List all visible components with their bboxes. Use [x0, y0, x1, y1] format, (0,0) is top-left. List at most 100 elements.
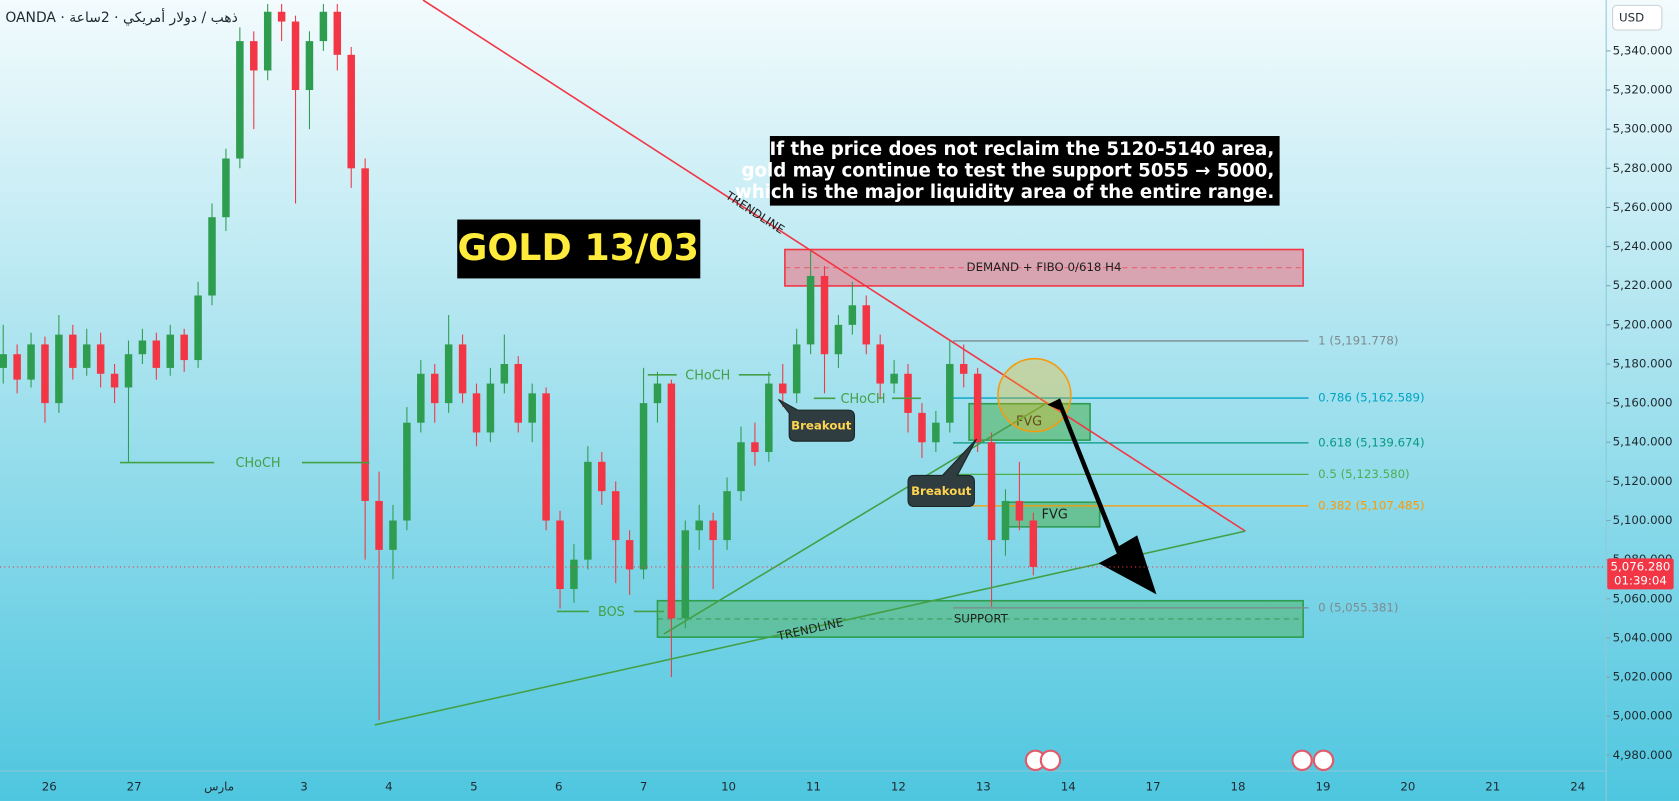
candle-body — [625, 540, 634, 570]
x-tick-label: 19 — [1315, 780, 1330, 794]
choch-label: CHoCH — [236, 456, 281, 471]
drawings-over: TRENDLINE TRENDLINE CHoCH CHoCH CHoCH BO… — [119, 0, 1335, 771]
candle-body — [890, 373, 898, 384]
candle-body — [152, 340, 161, 368]
y-tick-label: 5,020.000 — [1613, 670, 1673, 684]
candle-body — [430, 373, 439, 404]
fib-label: 0.5 (5,123.580) — [1318, 467, 1410, 481]
note-line: which is the major liquidity area of the… — [735, 182, 1274, 203]
y-tick-label: 5,180.000 — [1613, 356, 1673, 370]
candle-body — [27, 344, 35, 380]
y-tick-label: 5,220.000 — [1613, 278, 1673, 292]
candle-body — [472, 393, 481, 433]
y-tick-label: 4,980.000 — [1613, 748, 1673, 762]
support-label: SUPPORT — [954, 611, 1009, 625]
candle-body — [236, 41, 244, 159]
candle-body — [41, 344, 49, 404]
drawings-under: DEMAND + FIBO 0/618 H4 SUPPORT FVG FVG — [656, 248, 1304, 638]
candle-body — [709, 520, 717, 541]
candle-body — [138, 340, 147, 355]
candle-body — [458, 344, 467, 394]
x-tick-label: 5 — [470, 780, 478, 794]
candle-body — [277, 11, 286, 22]
candle-body — [653, 383, 662, 404]
candle-body — [556, 520, 564, 590]
candle-body — [486, 383, 495, 433]
candle-body — [1001, 500, 1010, 541]
candle-body — [1015, 500, 1024, 521]
highlight-circle — [997, 357, 1072, 433]
candle-body — [667, 383, 676, 619]
candle-body — [417, 373, 425, 423]
fib-label: 0.618 (5,139.674) — [1318, 435, 1424, 449]
last-price-tag — [1607, 558, 1674, 590]
fib-label: 0.786 (5,162.589) — [1318, 391, 1424, 405]
event-icon — [1312, 749, 1335, 771]
candle-body — [180, 334, 188, 361]
candle-body — [514, 363, 523, 423]
x-tick-label: 27 — [127, 780, 142, 794]
note-box — [769, 136, 1280, 206]
candle-body — [876, 344, 884, 384]
event-icons — [1024, 749, 1335, 771]
candle-body — [194, 295, 202, 361]
candle-body — [500, 363, 509, 384]
candle-body — [946, 363, 954, 423]
x-tick-label: 4 — [385, 780, 393, 794]
candle-body — [792, 344, 801, 394]
candle-body — [570, 559, 578, 590]
chart-title: GOLD 13/03 — [458, 226, 699, 269]
candle-body — [695, 520, 703, 531]
candle-body — [820, 275, 829, 355]
title-box — [457, 219, 701, 279]
candle-body — [737, 442, 745, 492]
y-tick-label: 5,000.000 — [1613, 709, 1673, 723]
candle-body — [69, 334, 77, 368]
candle-body — [723, 491, 731, 541]
demand-zone — [784, 248, 1304, 287]
x-tick-label: 20 — [1400, 780, 1415, 794]
candle-body — [987, 442, 996, 541]
candle-body — [1029, 520, 1038, 567]
candle-body — [319, 11, 328, 42]
x-tick-label: 18 — [1231, 780, 1246, 794]
candle-body — [250, 41, 258, 71]
y-tick-label: 5,140.000 — [1613, 435, 1673, 449]
x-tick-label: 21 — [1485, 780, 1500, 794]
y-tick-label: 5,320.000 — [1613, 83, 1673, 97]
candle-body — [959, 363, 968, 374]
candle-body — [208, 217, 216, 296]
breakout-label: Breakout — [791, 419, 852, 433]
candle-body — [639, 403, 648, 570]
event-icon — [1291, 749, 1313, 771]
fib-levels: 1 (5,191.778) 0.786 (5,162.589) 0.618 (5,1… — [953, 333, 1425, 614]
candle-body — [779, 383, 787, 394]
candle-body — [82, 344, 91, 368]
x-tick-label: 26 — [42, 780, 57, 794]
last-price-label: 5,076.280 — [1611, 559, 1671, 573]
candle-body — [611, 491, 620, 541]
x-tick-label: 11 — [806, 780, 821, 794]
breakout-callout — [907, 438, 978, 508]
candle-body — [765, 383, 773, 453]
y-tick-label: 5,340.000 — [1613, 43, 1673, 57]
y-tick-label: 5,100.000 — [1613, 513, 1673, 527]
y-tick-label: 5,040.000 — [1613, 630, 1673, 644]
bos-label: BOS — [598, 605, 625, 620]
trendline-red — [422, 0, 1246, 532]
candle-body — [305, 41, 314, 91]
y-tick-label: 5,060.000 — [1613, 591, 1673, 605]
candle-body — [598, 461, 606, 492]
candle-body — [222, 158, 230, 218]
candle-body — [55, 334, 63, 404]
demand-label: DEMAND + FIBO 0/618 H4 — [967, 260, 1122, 274]
candle-body — [528, 393, 536, 423]
y-tick-label: 5,300.000 — [1613, 122, 1673, 136]
candle-body — [932, 422, 940, 443]
x-tick-label: 10 — [721, 780, 736, 794]
trendline-green — [663, 404, 1045, 635]
x-tick-label: 6 — [555, 780, 563, 794]
